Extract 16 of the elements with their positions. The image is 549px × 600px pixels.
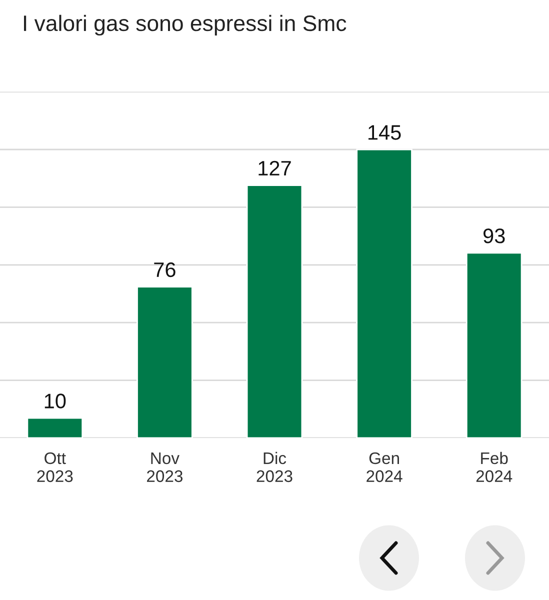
bar [246, 184, 303, 438]
x-tick-label: Ott 2023 [37, 452, 73, 482]
x-tick-label: Feb 2024 [476, 452, 512, 482]
x-tick-label: Nov 2023 [147, 452, 183, 482]
bar [466, 252, 522, 438]
bar [26, 417, 84, 438]
data-label: 93 [483, 228, 505, 244]
data-label: 76 [154, 262, 176, 278]
data-label: 145 [368, 125, 401, 140]
bar [136, 286, 193, 438]
data-label: 10 [44, 394, 66, 408]
x-tick-label: Dic 2023 [256, 452, 292, 482]
x-tick-label: Gen 2024 [366, 452, 402, 482]
data-label: 127 [258, 160, 291, 176]
chart-title: I valori gas sono espressi in Smc [24, 14, 346, 36]
bar [356, 148, 412, 438]
